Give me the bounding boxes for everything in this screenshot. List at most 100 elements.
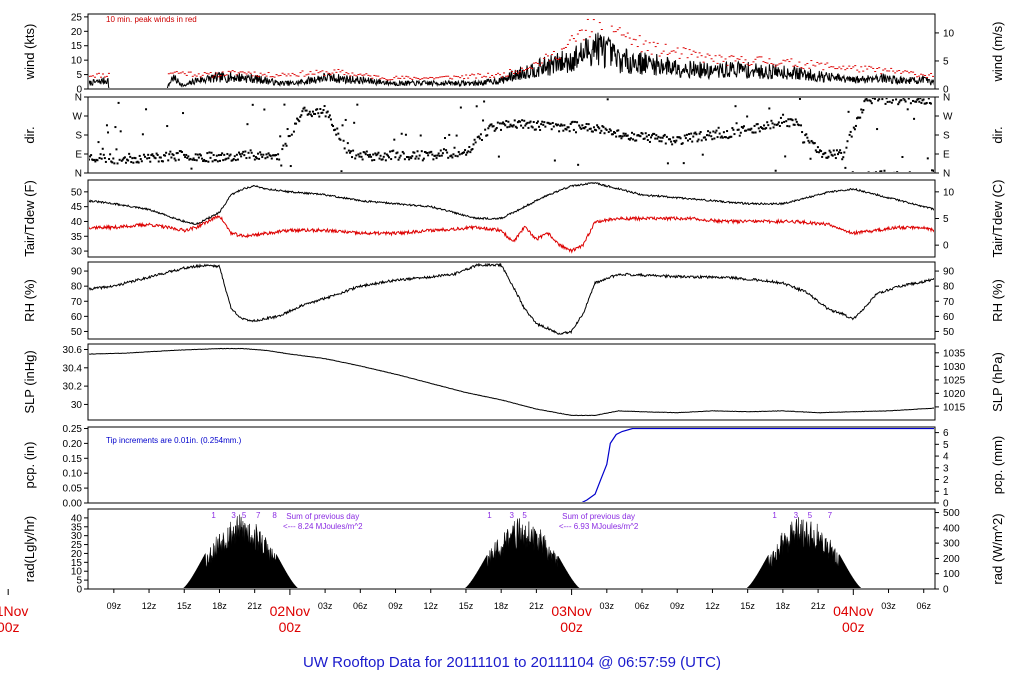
rh-frame — [87, 261, 936, 340]
wind-direction-point — [816, 146, 819, 149]
wind-peak-point — [227, 70, 230, 72]
wind-direction-point — [806, 136, 809, 139]
wind-peak-point — [684, 48, 687, 50]
wind-direction-point — [306, 113, 309, 116]
wind-direction-point — [284, 142, 287, 145]
wind-peak-point — [291, 72, 294, 74]
wind-direction-point — [378, 157, 381, 160]
wind-peak-point — [171, 72, 174, 74]
wind-peak-point — [922, 74, 925, 76]
dir-right-tick-label: N — [943, 93, 950, 104]
wind-direction-point — [440, 154, 443, 157]
dir-left-tick-label: E — [75, 150, 82, 161]
wind-direction-point — [558, 130, 561, 133]
wind-direction-point — [140, 160, 143, 163]
wind-peak-point — [560, 48, 563, 50]
wind-direction-point — [675, 139, 678, 142]
wind-peak-point — [910, 71, 913, 73]
wind-direction-point — [915, 100, 918, 103]
wind-direction-point — [356, 103, 359, 106]
rad-right-tick-label: 300 — [943, 539, 960, 550]
wind-direction-point — [823, 152, 826, 155]
wind-direction-point — [858, 116, 861, 119]
wind-direction-point — [496, 121, 499, 124]
wind-peak-point — [333, 69, 336, 71]
wind-peak-point — [590, 31, 593, 33]
panel-rad: 05101520253035400100200300400500rad(Lgly… — [22, 508, 1005, 595]
wind-direction-point — [856, 117, 859, 120]
wind-direction-point — [109, 153, 112, 156]
wind-direction-point — [320, 111, 323, 114]
wind-direction-point — [369, 153, 372, 156]
wind-direction-point — [477, 135, 480, 138]
wind-direction-point — [633, 133, 636, 136]
wind-peak-point — [848, 65, 851, 67]
wind-peak-point — [678, 57, 681, 59]
rh-left-tick-label: 70 — [71, 297, 83, 308]
dir-left-tick-label: N — [75, 93, 82, 104]
wind-peak-point — [279, 74, 282, 76]
wind-direction-point — [364, 153, 367, 156]
wind-direction-point — [352, 149, 355, 152]
wind-direction-point — [304, 109, 307, 112]
wind-direction-point — [225, 157, 228, 160]
wind-direction-point — [750, 127, 753, 130]
wind-direction-point — [456, 155, 459, 158]
wind-peak-point — [207, 73, 210, 75]
date-label-hour: 00z — [0, 619, 19, 635]
wind-direction-point — [236, 158, 239, 161]
wind-direction-point — [629, 137, 632, 140]
wind-direction-point — [504, 124, 507, 127]
wind-direction-point — [732, 128, 735, 131]
wind-peak-point — [443, 76, 446, 78]
wind-peak-point — [323, 74, 326, 76]
temp-left-tick-label: 50 — [71, 187, 83, 198]
wind-direction-point — [346, 142, 349, 145]
wind-direction-point — [127, 159, 130, 162]
wind-direction-point — [634, 139, 637, 142]
wind-direction-point — [128, 152, 131, 155]
wind-direction-point — [622, 132, 625, 135]
wind-direction-point — [776, 123, 779, 126]
wind-direction-point — [274, 154, 277, 157]
wind-peak-point — [205, 72, 208, 74]
wind-direction-point — [371, 159, 374, 162]
wind-direction-point — [797, 124, 800, 127]
wind-direction-point — [448, 133, 451, 136]
wind-direction-point — [375, 154, 378, 157]
wind-direction-point — [734, 105, 737, 108]
wind-left-tick-label: 20 — [71, 27, 83, 38]
wind-direction-point — [502, 121, 505, 124]
slp-left-tick-label: 30.6 — [63, 345, 83, 356]
wind-direction-point — [728, 136, 731, 139]
wind-direction-point — [478, 137, 481, 140]
slp-right-tick-label: 1030 — [943, 362, 966, 373]
wind-direction-point — [707, 130, 710, 133]
wind-peak-point — [389, 79, 392, 81]
wind-direction-point — [168, 153, 171, 156]
wind-peak-point — [796, 65, 799, 67]
wind-right-tick-label: 0 — [943, 85, 949, 96]
wind-peak-point — [794, 64, 797, 66]
wind-direction-point — [336, 127, 339, 130]
wind-direction-point — [782, 113, 785, 116]
rh-left-tick-label: 50 — [71, 327, 83, 338]
slp-right-tick-label: 1020 — [943, 389, 966, 400]
wind-direction-point — [211, 160, 214, 163]
wind-direction-point — [876, 128, 879, 131]
wind-direction-point — [254, 156, 257, 159]
wind-direction-point — [908, 171, 911, 172]
wind-direction-point — [890, 101, 893, 104]
wind-direction-point — [223, 153, 226, 156]
wind-direction-point — [281, 148, 284, 151]
wind-direction-point — [172, 154, 175, 157]
wind-peak-point — [928, 74, 931, 76]
wind-direction-point — [614, 131, 617, 134]
wind-direction-point — [198, 153, 201, 156]
wind-direction-point — [100, 157, 103, 160]
slp-right-tick-label: 1035 — [943, 348, 966, 359]
wind-peak-point — [271, 76, 274, 78]
temp-left-tick-label: 35 — [71, 232, 83, 243]
panel-slp: 30 30.2 30.4 30.6 1015 1020 1025 1030 1035 SLP (i… — [22, 343, 1005, 421]
